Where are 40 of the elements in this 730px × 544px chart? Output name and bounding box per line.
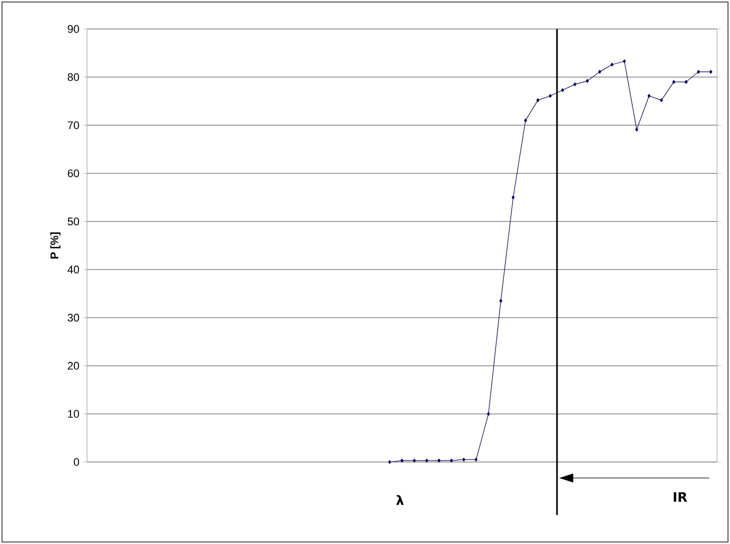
point [425, 458, 428, 462]
y-tick-label: 60 [68, 169, 80, 178]
point [388, 460, 392, 464]
point [696, 70, 700, 74]
point [573, 82, 576, 86]
point [450, 458, 453, 462]
point [512, 195, 515, 200]
point [524, 118, 528, 122]
y-tick-label: 80 [68, 73, 80, 81]
point [561, 88, 564, 92]
y-tick-label: 70 [68, 121, 80, 130]
point [660, 98, 663, 102]
y-tick-label: 40 [68, 266, 80, 274]
point [610, 62, 614, 66]
point [499, 298, 502, 303]
y-tick-label: 30 [68, 314, 80, 322]
point [622, 59, 626, 64]
y-tick-label: 0 [74, 458, 80, 466]
point [598, 70, 602, 74]
point [486, 412, 490, 416]
point [684, 80, 688, 84]
point [635, 128, 638, 132]
point [412, 458, 416, 462]
point [474, 458, 478, 462]
y-tick-label: 10 [68, 410, 80, 418]
point [709, 70, 712, 74]
y-tick-label: 20 [68, 362, 80, 370]
text: IR [674, 492, 688, 502]
point [548, 94, 552, 98]
y-tick-label: 90 [68, 25, 80, 33]
point [586, 79, 589, 83]
point [648, 94, 651, 98]
point [438, 458, 441, 462]
point [400, 458, 404, 462]
point [462, 458, 466, 462]
y-tick-label: 50 [68, 218, 80, 226]
point [672, 80, 676, 84]
point [536, 98, 540, 102]
y-axis-title: P [%] [50, 232, 60, 258]
text: λ [396, 495, 404, 505]
